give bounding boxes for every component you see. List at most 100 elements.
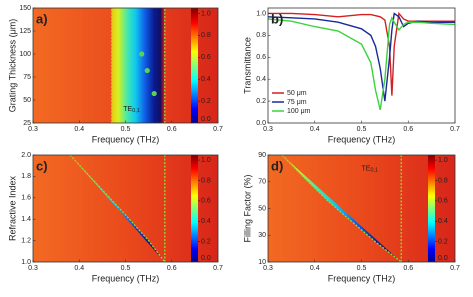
x-tick-label: 0.6 bbox=[167, 126, 177, 133]
x-tick-label: 0.6 bbox=[167, 265, 177, 272]
resonance-band bbox=[282, 155, 402, 262]
y-tick-label: 0.4 bbox=[256, 76, 266, 83]
annotation-text: TE bbox=[362, 165, 371, 172]
colorbar-label: 1.0 bbox=[201, 10, 211, 17]
resonance-band bbox=[70, 155, 165, 262]
y-tick-label: 75 bbox=[23, 74, 31, 81]
panel: 0.00.20.40.60.81.00.3 0.4 0.5 0.6 0.71.01.21… bbox=[7, 152, 223, 284]
colorbar-label: 0.6 bbox=[201, 198, 211, 205]
mode-point bbox=[151, 90, 157, 97]
colorbar-label: 0.6 bbox=[201, 54, 211, 61]
x-tick-label: 0.6 bbox=[403, 265, 413, 272]
colorbar-label: 1.0 bbox=[438, 157, 448, 164]
series-line bbox=[268, 11, 455, 96]
panel: 50 μm 75 μm 100 μm 0.3 0.4 0.5 0.6 0.7 0.0 0.2 0.4… bbox=[242, 7, 460, 144]
y-tick-label: 1.2 bbox=[21, 237, 31, 244]
y-tick-label: 70 bbox=[258, 179, 266, 186]
panel-label: a) bbox=[36, 11, 48, 26]
x-tick-label: 0.7 bbox=[450, 126, 460, 133]
annotation-subscript: 0,1 bbox=[132, 109, 140, 115]
colorbar-label: 0.6 bbox=[438, 198, 448, 205]
x-tick-label: 0.4 bbox=[74, 126, 84, 133]
x-tick-label: 0.3 bbox=[263, 265, 273, 272]
colorbar-label: 0.8 bbox=[438, 177, 448, 184]
x-tick-label: 0.3 bbox=[28, 265, 38, 272]
plot-bg bbox=[268, 8, 455, 123]
colorbar-label: 0.2 bbox=[201, 98, 211, 105]
plot-area bbox=[268, 8, 455, 123]
colorbar-label: 0.0 bbox=[438, 255, 448, 262]
y-tick-label: 1.0 bbox=[21, 259, 31, 266]
annotation-text: TE bbox=[123, 106, 132, 113]
colorbar-label: 0.4 bbox=[201, 218, 211, 225]
x-tick-label: 0.3 bbox=[263, 126, 273, 133]
x-axis-label: Frequency (THz) bbox=[328, 134, 396, 144]
annotation: TE0,1 bbox=[123, 106, 140, 115]
y-tick-label: 1.6 bbox=[21, 195, 31, 202]
plot-area bbox=[33, 8, 218, 123]
mode-point bbox=[139, 51, 145, 57]
y-tick-label: 100 bbox=[19, 51, 31, 58]
annotation-subscript: 0,1 bbox=[370, 168, 378, 174]
x-axis-label: Frequency (THz) bbox=[92, 273, 160, 283]
y-tick-label: 1.8 bbox=[21, 173, 31, 180]
colorbar-label: 0.4 bbox=[438, 218, 448, 225]
x-tick-label: 0.5 bbox=[357, 265, 367, 272]
boundary-line bbox=[69, 155, 166, 262]
y-tick-label: 0.0 bbox=[256, 120, 266, 127]
y-tick-label: 2.0 bbox=[21, 152, 31, 159]
x-tick-label: 0.7 bbox=[213, 126, 223, 133]
x-tick-label: 0.6 bbox=[403, 126, 413, 133]
y-tick-label: 10 bbox=[258, 259, 266, 266]
y-tick-label: 0.6 bbox=[256, 54, 266, 61]
x-tick-label: 0.4 bbox=[310, 126, 320, 133]
y-tick-label: 1.0 bbox=[256, 10, 266, 17]
x-tick-label: 0.4 bbox=[310, 265, 320, 272]
boundary-line bbox=[281, 155, 402, 262]
x-tick-label: 0.3 bbox=[28, 126, 38, 133]
x-tick-label: 0.7 bbox=[213, 265, 223, 272]
colorbar bbox=[428, 155, 435, 262]
panel-label: c) bbox=[36, 158, 48, 173]
colorbar bbox=[191, 8, 198, 123]
y-tick-label: 50 bbox=[23, 97, 31, 104]
annotation: TE0,1 bbox=[362, 165, 379, 174]
x-axis-label: Frequency (THz) bbox=[328, 273, 396, 283]
colorbar-label: 0.8 bbox=[201, 177, 211, 184]
y-tick-label: 50 bbox=[258, 205, 266, 212]
plot-area bbox=[268, 155, 455, 262]
plot-area bbox=[33, 155, 218, 262]
field bbox=[33, 155, 218, 262]
y-tick-label: 0.2 bbox=[256, 98, 266, 105]
x-tick-label: 0.5 bbox=[357, 126, 367, 133]
mode-point bbox=[144, 67, 150, 74]
x-axis-label: Frequency (THz) bbox=[92, 134, 160, 144]
panel-label: d) bbox=[271, 158, 283, 173]
colorbar-label: 0.4 bbox=[201, 76, 211, 83]
colorbar-label: 0.8 bbox=[201, 32, 211, 39]
legend-label: 100 μm bbox=[287, 108, 311, 115]
series-line bbox=[268, 12, 455, 102]
y-tick-label: 0.8 bbox=[256, 32, 266, 39]
colorbar-label: 0.0 bbox=[201, 116, 211, 123]
y-tick-label: 25 bbox=[23, 120, 31, 127]
y-axis-label: Grating Thickness (μm) bbox=[7, 19, 17, 113]
series-line bbox=[268, 16, 455, 111]
panel: 0.0 0.2 0.4 0.6 0.8 1.0 TE0,1 0.3 0.4 0.5 0.6 0.7 10… bbox=[242, 152, 460, 284]
panel: 0.0 0.2 0.4 0.6 0.8 1.0 TE0,1 0.3 0.4 0.5 0.6 0.7 25… bbox=[7, 5, 223, 145]
x-tick-label: 0.4 bbox=[74, 265, 84, 272]
y-tick-label: 125 bbox=[19, 28, 31, 35]
x-tick-label: 0.7 bbox=[450, 265, 460, 272]
x-tick-label: 0.5 bbox=[121, 265, 131, 272]
x-tick-label: 0.5 bbox=[121, 126, 131, 133]
colorbar-label: 0.2 bbox=[201, 238, 211, 245]
y-tick-label: 90 bbox=[258, 152, 266, 159]
y-tick-label: 1.4 bbox=[21, 216, 31, 223]
y-tick-label: 150 bbox=[19, 5, 31, 12]
y-axis-label: Refractive Index bbox=[7, 175, 17, 241]
panel-label: b) bbox=[271, 11, 283, 26]
y-tick-label: 30 bbox=[258, 232, 266, 239]
y-axis-label: Filling Factor (%) bbox=[242, 174, 252, 242]
y-axis-label: Transmittance bbox=[242, 37, 252, 94]
